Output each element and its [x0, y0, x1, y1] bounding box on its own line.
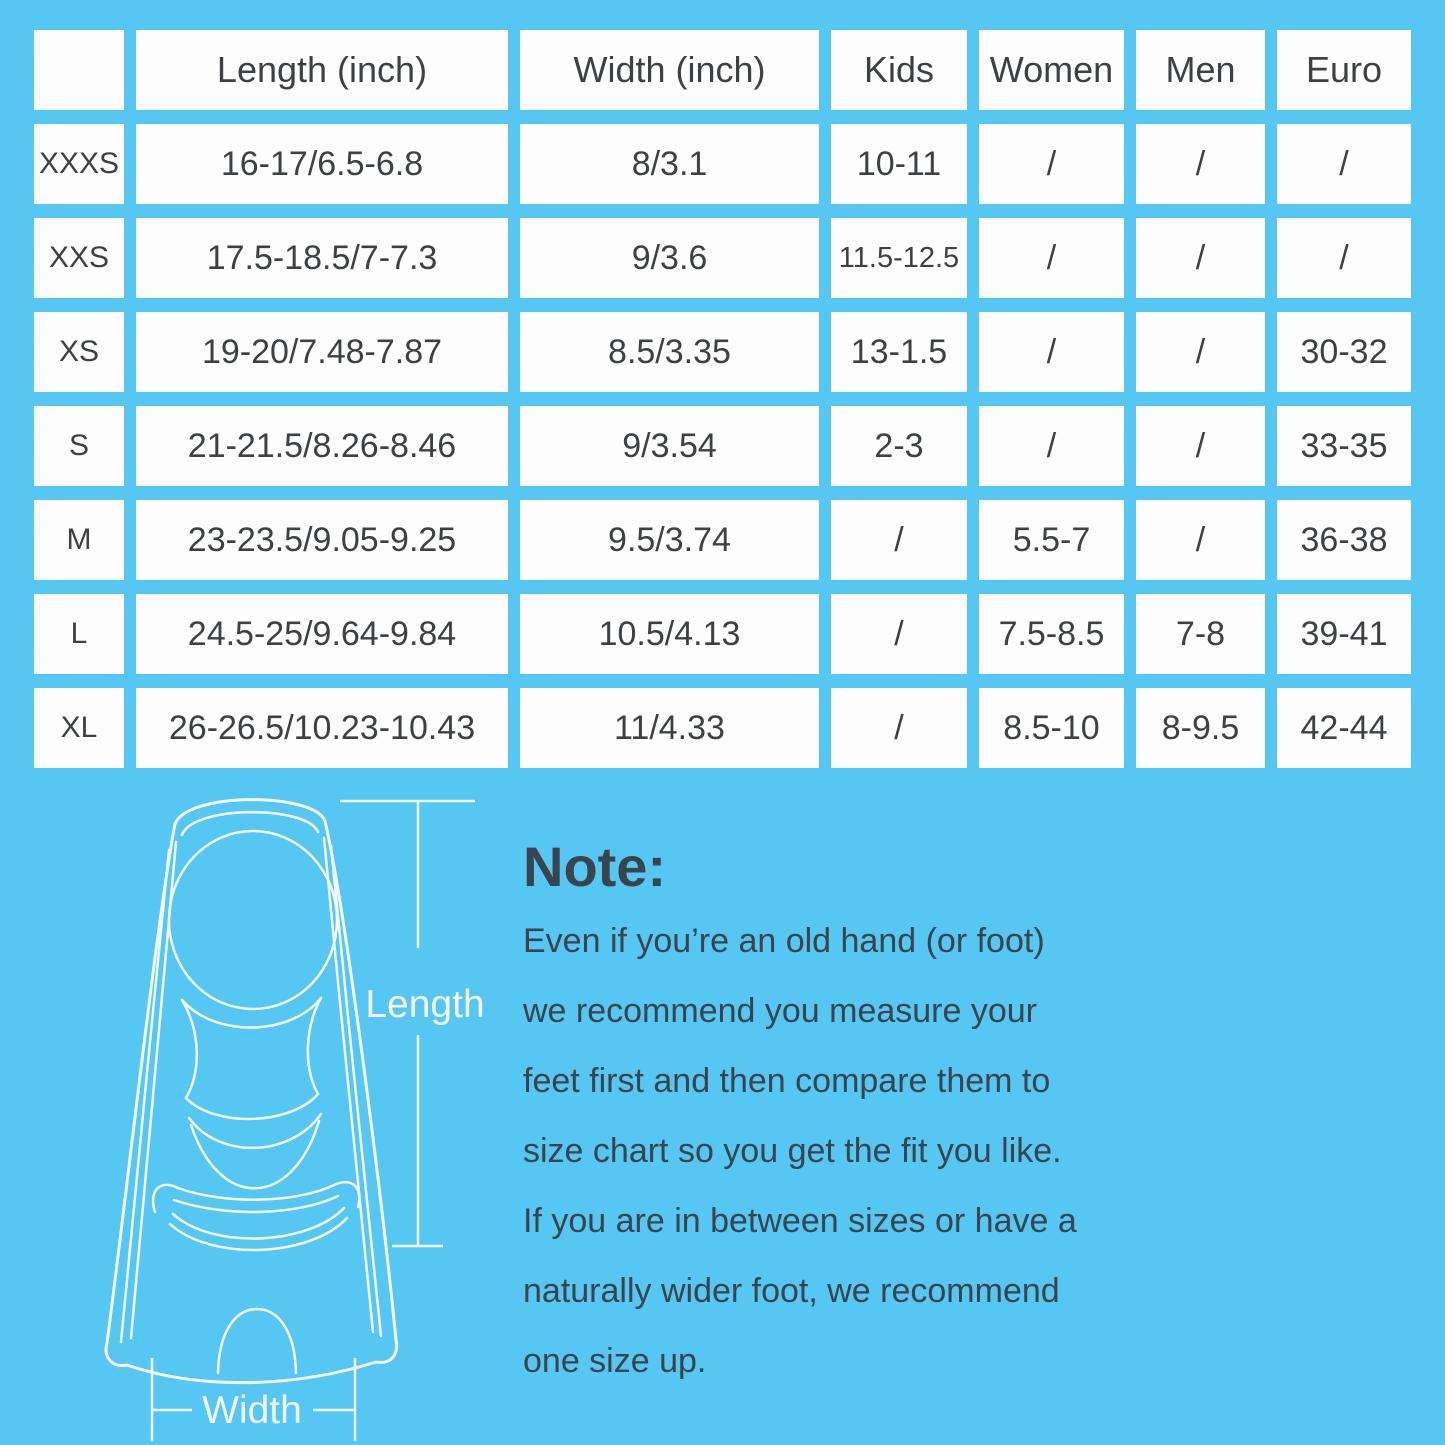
length-label: Length [365, 983, 484, 1026]
note-section: Note: Even if you’re an old hand (or foo… [523, 834, 1213, 1396]
note-line: Even if you’re an old hand (or foot) [523, 922, 1045, 960]
table-cell-l-length: 24.5-25/9.64-9.84 [136, 594, 508, 674]
header-cell-euro: Euro [1277, 30, 1411, 110]
row-label-xl: XL [34, 688, 124, 768]
table-cell-xl-kids: / [831, 688, 967, 768]
table-cell-xl-euro: 42-44 [1277, 688, 1411, 768]
table-cell-xs-length: 19-20/7.48-7.87 [136, 312, 508, 392]
note-line: If you are in between sizes or have a [523, 1202, 1077, 1240]
table-cell-xxs-kids: 11.5-12.5 [831, 218, 967, 298]
table-cell-l-euro: 39-41 [1277, 594, 1411, 674]
table-cell-xxxs-women: / [979, 124, 1124, 204]
table-cell-xs-kids: 13-1.5 [831, 312, 967, 392]
width-label: Width [202, 1389, 302, 1432]
table-cell-xxs-euro: / [1277, 218, 1411, 298]
table-cell-m-men: / [1136, 500, 1265, 580]
table-cell-m-length: 23-23.5/9.05-9.25 [136, 500, 508, 580]
header-cell-empty [34, 30, 124, 110]
table-cell-m-width: 9.5/3.74 [520, 500, 819, 580]
table-cell-xxxs-euro: / [1277, 124, 1411, 204]
table-cell-m-euro: 36-38 [1277, 500, 1411, 580]
table-cell-l-width: 10.5/4.13 [520, 594, 819, 674]
table-cell-l-women: 7.5-8.5 [979, 594, 1124, 674]
header-cell-width: Width (inch) [520, 30, 819, 110]
table-cell-xs-men: / [1136, 312, 1265, 392]
table-cell-xxs-men: / [1136, 218, 1265, 298]
note-line: we recommend you measure your [523, 992, 1038, 1030]
table-cell-xxs-women: / [979, 218, 1124, 298]
note-line: naturally wider foot, we recommend [523, 1272, 1060, 1310]
table-cell-xxs-length: 17.5-18.5/7-7.3 [136, 218, 508, 298]
table-cell-xxxs-width: 8/3.1 [520, 124, 819, 204]
width-dimension-line: Width [150, 1358, 357, 1441]
note-line: one size up. [523, 1342, 707, 1380]
table-cell-s-kids: 2-3 [831, 406, 967, 486]
table-cell-xxxs-men: / [1136, 124, 1265, 204]
table-cell-s-women: / [979, 406, 1124, 486]
row-label-xxxs: XXXS [34, 124, 124, 204]
table-cell-s-width: 9/3.54 [520, 406, 819, 486]
note-title: Note: [523, 835, 667, 898]
table-cell-m-kids: / [831, 500, 967, 580]
note-line: size chart so you get the fit you like. [523, 1132, 1062, 1170]
row-label-xs: XS [34, 312, 124, 392]
header-cell-women: Women [979, 30, 1124, 110]
table-cell-xs-width: 8.5/3.35 [520, 312, 819, 392]
fin-illustration: Length Width [104, 798, 485, 1441]
table-cell-m-women: 5.5-7 [979, 500, 1124, 580]
row-label-l: L [34, 594, 124, 674]
row-label-m: M [34, 500, 124, 580]
size-chart-table: Length (inch) Width (inch) Kids Women Me… [34, 30, 1411, 768]
table-cell-s-men: / [1136, 406, 1265, 486]
table-cell-xxxs-length: 16-17/6.5-6.8 [136, 124, 508, 204]
table-cell-xl-men: 8-9.5 [1136, 688, 1265, 768]
header-cell-kids: Kids [831, 30, 967, 110]
table-cell-xl-width: 11/4.33 [520, 688, 819, 768]
table-cell-xl-length: 26-26.5/10.23-10.43 [136, 688, 508, 768]
table-cell-xxxs-kids: 10-11 [831, 124, 967, 204]
table-cell-l-kids: / [831, 594, 967, 674]
table-cell-s-euro: 33-35 [1277, 406, 1411, 486]
header-cell-length: Length (inch) [136, 30, 508, 110]
fin-measurement-diagram: Length Width [85, 788, 485, 1445]
header-cell-men: Men [1136, 30, 1265, 110]
table-cell-xxs-width: 9/3.6 [520, 218, 819, 298]
table-cell-xs-euro: 30-32 [1277, 312, 1411, 392]
table-cell-s-length: 21-21.5/8.26-8.46 [136, 406, 508, 486]
table-cell-xl-women: 8.5-10 [979, 688, 1124, 768]
row-label-s: S [34, 406, 124, 486]
table-cell-l-men: 7-8 [1136, 594, 1265, 674]
table-cell-xs-women: / [979, 312, 1124, 392]
length-dimension-line: Length [340, 799, 485, 1248]
row-label-xxs: XXS [34, 218, 124, 298]
note-line: feet first and then compare them to [523, 1062, 1051, 1100]
